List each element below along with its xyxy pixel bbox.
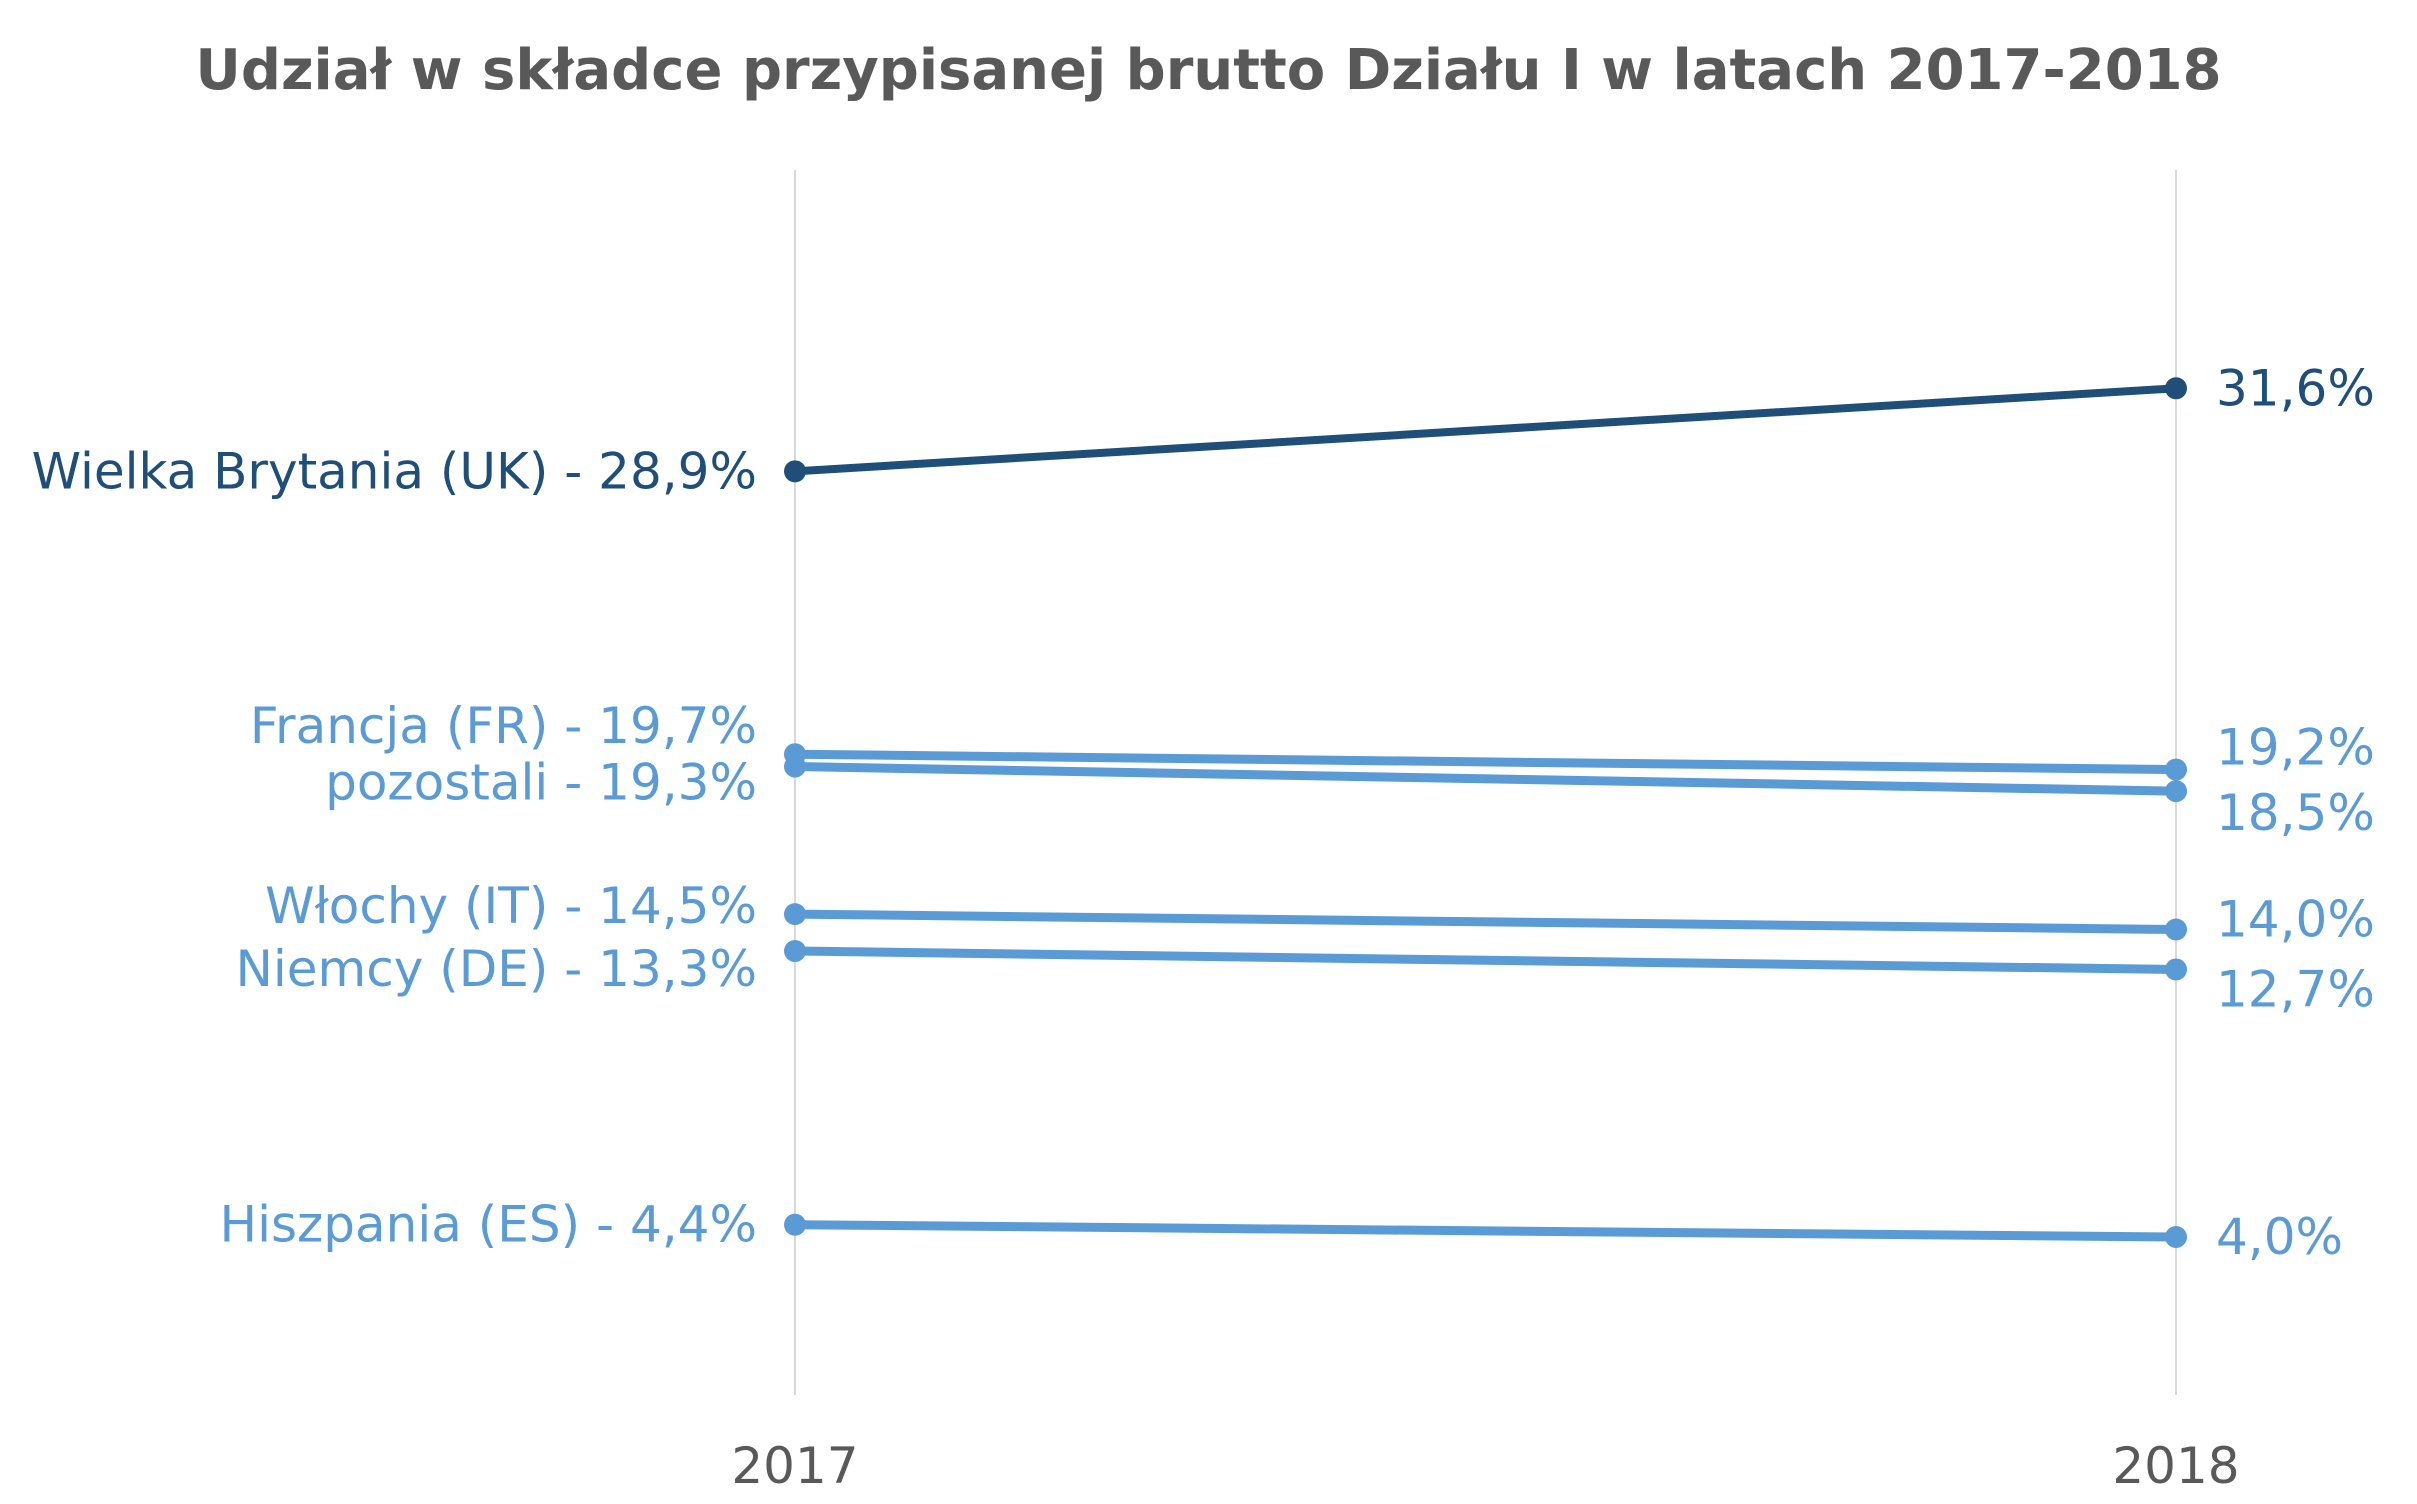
point-wielka-brytania-uk-2017 [784,460,806,483]
point-wielka-brytania-uk-2018 [2165,377,2187,400]
end-label-hiszpania-es: 4,0% [2216,1208,2343,1266]
chart-title: Udział w składce przypisanej brutto Dzia… [195,38,2222,103]
point-niemcy-de-2018 [2165,958,2187,981]
start-label-niemcy-de: Niemcy (DE) - 13,3% [235,940,757,998]
end-label-w-ochy-it: 14,0% [2216,891,2375,949]
end-label-wielka-brytania-uk: 31,6% [2216,359,2375,417]
x-tick-label-2018: 2018 [2112,1437,2239,1495]
point-hiszpania-es-2018 [2165,1226,2187,1248]
point-niemcy-de-2017 [784,940,806,963]
end-label-niemcy-de: 12,7% [2216,960,2375,1018]
x-tick-label-2017: 2017 [731,1437,858,1495]
start-label-francja-fr: Francja (FR) - 19,7% [250,697,757,755]
end-label-francja-fr: 19,2% [2216,719,2375,777]
start-label-wielka-brytania-uk: Wielka Brytania (UK) - 28,9% [32,442,757,500]
series-line-francja-fr [790,749,2181,775]
series-line-w-ochy-it [790,909,2181,934]
point-w-ochy-it-2018 [2165,918,2187,941]
start-label-pozostali: pozostali - 19,3% [325,754,757,812]
point-pozostali-2017 [784,755,806,778]
point-hiszpania-es-2017 [784,1213,806,1236]
start-label-hiszpania-es: Hiszpania (ES) - 4,4% [220,1196,757,1254]
series-line-niemcy-de [790,946,2181,974]
point-francja-fr-2018 [2165,758,2187,781]
point-w-ochy-it-2017 [784,903,806,926]
series-line-wielka-brytania-uk [791,384,2180,476]
series-line-hiszpania-es [790,1220,2181,1242]
start-label-w-ochy-it: Włochy (IT) - 14,5% [265,877,757,935]
point-pozostali-2018 [2165,780,2187,803]
end-label-pozostali: 18,5% [2216,784,2375,842]
series-line-pozostali [790,762,2181,796]
